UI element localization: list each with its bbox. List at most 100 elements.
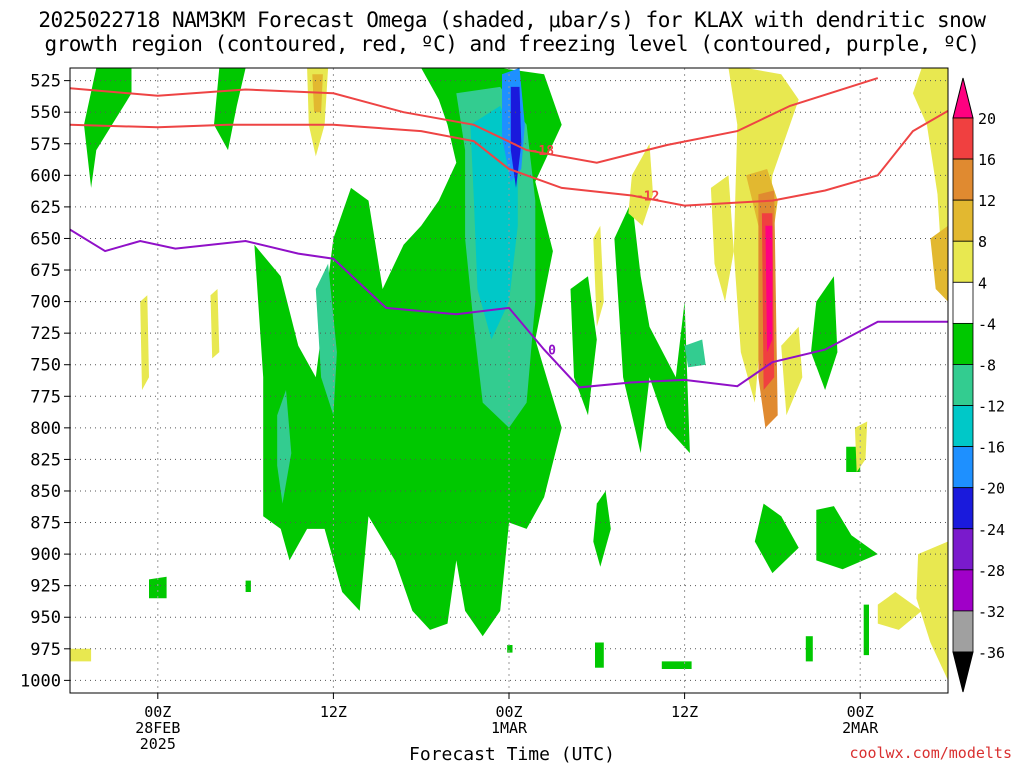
omega-region-29 bbox=[70, 648, 92, 662]
colorbar-label-11: -28 bbox=[978, 562, 1005, 580]
y-tick-label-14: 875 bbox=[30, 514, 61, 534]
y-tick-label-0: 525 bbox=[30, 72, 61, 92]
y-tick-label-17: 950 bbox=[30, 608, 61, 628]
omega-region-38 bbox=[507, 645, 513, 653]
y-tick-label-2: 575 bbox=[30, 135, 61, 155]
omega-region-8 bbox=[593, 491, 611, 567]
colorbar-label-10: -24 bbox=[978, 521, 1005, 539]
contour-line-2 bbox=[70, 228, 948, 389]
omega-region-40 bbox=[661, 661, 692, 669]
colorbar-bottom-triangle bbox=[952, 651, 974, 693]
omega-region-12 bbox=[684, 339, 706, 368]
contour-label-0: -18 bbox=[531, 144, 555, 159]
omega-region-28 bbox=[877, 592, 922, 630]
y-tick-label-12: 825 bbox=[30, 450, 61, 470]
y-tick-label-10: 775 bbox=[30, 387, 61, 407]
omega-region-3 bbox=[614, 200, 690, 454]
omega-region-42 bbox=[863, 604, 869, 656]
colorbar-label-8: -16 bbox=[978, 439, 1005, 457]
colorbar-label-0: 20 bbox=[978, 110, 996, 128]
omega-region-11 bbox=[315, 263, 337, 416]
y-tick-label-16: 925 bbox=[30, 577, 61, 597]
colorbar-label-7: -12 bbox=[978, 398, 1005, 416]
omega-region-37 bbox=[245, 580, 251, 592]
x-tick-label-0-2: 2025 bbox=[140, 735, 176, 753]
colorbar-label-3: 8 bbox=[978, 233, 987, 251]
omega-region-14 bbox=[470, 105, 518, 340]
colorbar-top-triangle bbox=[952, 77, 974, 119]
omega-region-24 bbox=[781, 326, 803, 416]
omega-region-22 bbox=[710, 175, 734, 302]
colorbar-box-2 bbox=[952, 199, 974, 242]
colorbar-box-9 bbox=[952, 487, 974, 530]
y-tick-label-11: 800 bbox=[30, 419, 61, 439]
contour-label-2: 0 bbox=[548, 344, 556, 359]
colorbar-label-9: -20 bbox=[978, 480, 1005, 498]
colorbar-box-12 bbox=[952, 610, 974, 653]
credit-text: coolwx.com/modelts bbox=[849, 744, 1012, 762]
colorbar-box-7 bbox=[952, 405, 974, 448]
x-tick-label-0-1: 28FEB bbox=[135, 719, 180, 737]
colorbar-box-5 bbox=[952, 322, 974, 365]
colorbar-label-5: -4 bbox=[978, 315, 996, 333]
chart-title-line-2: growth region (contoured, red, ºC) and f… bbox=[44, 32, 980, 56]
omega-region-39 bbox=[595, 642, 604, 668]
colorbar-label-2: 12 bbox=[978, 192, 996, 210]
omega-region-5 bbox=[811, 276, 838, 390]
x-axis-label: Forecast Time (UTC) bbox=[409, 744, 615, 765]
x-tick-label-2-0: 00Z bbox=[495, 703, 522, 721]
omega-region-0 bbox=[84, 68, 132, 188]
x-tick-label-4-0: 00Z bbox=[847, 703, 874, 721]
omega-region-17 bbox=[140, 295, 149, 390]
contour-line-1 bbox=[70, 110, 948, 207]
omega-region-27 bbox=[916, 541, 948, 681]
plot-area: -18 -12 0 bbox=[70, 68, 948, 693]
colorbar-box-6 bbox=[952, 364, 974, 406]
omega-region-16 bbox=[510, 86, 522, 188]
y-tick-label-8: 725 bbox=[30, 324, 61, 344]
contour-label-1: -12 bbox=[636, 190, 659, 205]
omega-region-35 bbox=[765, 225, 773, 353]
colorbar-box-0 bbox=[952, 117, 974, 160]
y-tick-label-3: 600 bbox=[30, 166, 61, 186]
x-tick-label-2-1: 1MAR bbox=[491, 719, 528, 737]
omega-region-20 bbox=[593, 225, 604, 327]
y-tick-label-4: 625 bbox=[30, 198, 61, 218]
omega-region-1 bbox=[214, 68, 246, 151]
colorbar-label-4: 4 bbox=[978, 274, 987, 292]
y-tick-label-6: 675 bbox=[30, 261, 61, 281]
colorbar-label-12: -32 bbox=[978, 603, 1005, 621]
y-tick-label-13: 850 bbox=[30, 482, 61, 502]
colorbar-label-13: -36 bbox=[978, 644, 1005, 662]
chart-title-line-1: 2025022718 NAM3KM Forecast Omega (shaded… bbox=[38, 8, 986, 32]
colorbar-box-11 bbox=[952, 569, 974, 612]
contour-line-0 bbox=[70, 77, 879, 164]
x-tick-label-4-1: 2MAR bbox=[842, 719, 879, 737]
omega-region-6 bbox=[754, 503, 799, 574]
y-tick-label-18: 975 bbox=[30, 640, 61, 660]
y-tick-label-15: 900 bbox=[30, 545, 61, 565]
omega-region-41 bbox=[805, 636, 813, 662]
x-tick-label-0-0: 00Z bbox=[144, 703, 171, 721]
omega-region-7 bbox=[816, 506, 878, 570]
colorbar-label-6: -8 bbox=[978, 356, 996, 374]
colorbar-box-8 bbox=[952, 446, 974, 489]
omega-region-13 bbox=[277, 390, 292, 504]
omega-region-25 bbox=[854, 421, 868, 472]
colorbar-box-10 bbox=[952, 528, 974, 571]
y-tick-label-7: 700 bbox=[30, 293, 61, 313]
omega-region-4 bbox=[570, 276, 597, 416]
omega-region-21 bbox=[628, 143, 653, 226]
y-tick-label-1: 550 bbox=[30, 103, 61, 123]
omega-region-32 bbox=[930, 225, 948, 302]
colorbar-box-1 bbox=[952, 158, 974, 201]
omega-region-26 bbox=[912, 68, 948, 277]
colorbar-label-1: 16 bbox=[978, 151, 996, 169]
omega-region-18 bbox=[210, 289, 220, 359]
x-tick-label-1-0: 12Z bbox=[320, 703, 347, 721]
x-tick-label-3-0: 12Z bbox=[671, 703, 698, 721]
colorbar-box-3 bbox=[952, 240, 974, 283]
colorbar-box-4 bbox=[952, 281, 974, 324]
